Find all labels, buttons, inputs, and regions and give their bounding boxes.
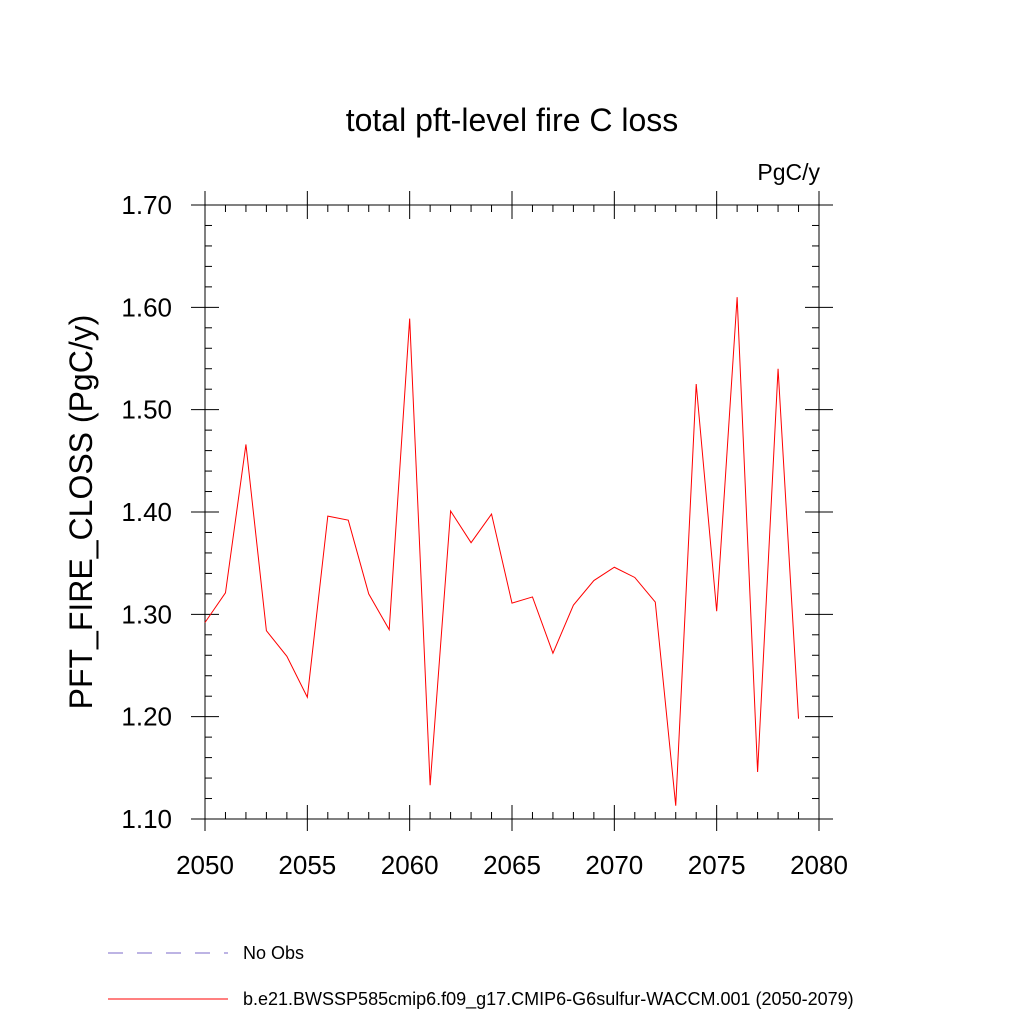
legend-label-0: No Obs <box>243 943 304 963</box>
minor-ticks <box>205 205 819 819</box>
y-tick-label: 1.70 <box>121 190 172 220</box>
major-ticks <box>191 191 833 831</box>
x-tick-label: 2080 <box>790 850 848 880</box>
y-axis-label: PFT_FIRE_CLOSS (PgC/y) <box>63 315 99 710</box>
y-tick-label: 1.10 <box>121 804 172 834</box>
x-tick-label: 2050 <box>176 850 234 880</box>
y-tick-labels: 1.10 1.20 1.30 1.40 1.50 1.60 1.70 <box>121 190 172 834</box>
x-tick-label: 2075 <box>688 850 746 880</box>
x-tick-label: 2070 <box>585 850 643 880</box>
y-tick-label: 1.60 <box>121 292 172 322</box>
series-line-1 <box>204 297 800 806</box>
plot-frame <box>204 204 820 820</box>
y-tick-label: 1.20 <box>121 702 172 732</box>
y-tick-label: 1.30 <box>121 599 172 629</box>
y-tick-label: 1.50 <box>121 395 172 425</box>
x-tick-label: 2060 <box>381 850 439 880</box>
units-label: PgC/y <box>757 159 820 185</box>
y-tick-label: 1.40 <box>121 497 172 527</box>
legend: No Obs b.e21.BWSSP585cmip6.f09_g17.CMIP6-… <box>108 943 854 1010</box>
chart-title: total pft-level fire C loss <box>346 102 679 138</box>
series-layer <box>204 297 800 806</box>
legend-label-1: b.e21.BWSSP585cmip6.f09_g17.CMIP6-G6sulf… <box>243 989 854 1010</box>
x-tick-label: 2055 <box>278 850 336 880</box>
x-tick-labels: 2050 2055 2060 2065 2070 2075 2080 <box>176 850 848 880</box>
x-tick-label: 2065 <box>483 850 541 880</box>
